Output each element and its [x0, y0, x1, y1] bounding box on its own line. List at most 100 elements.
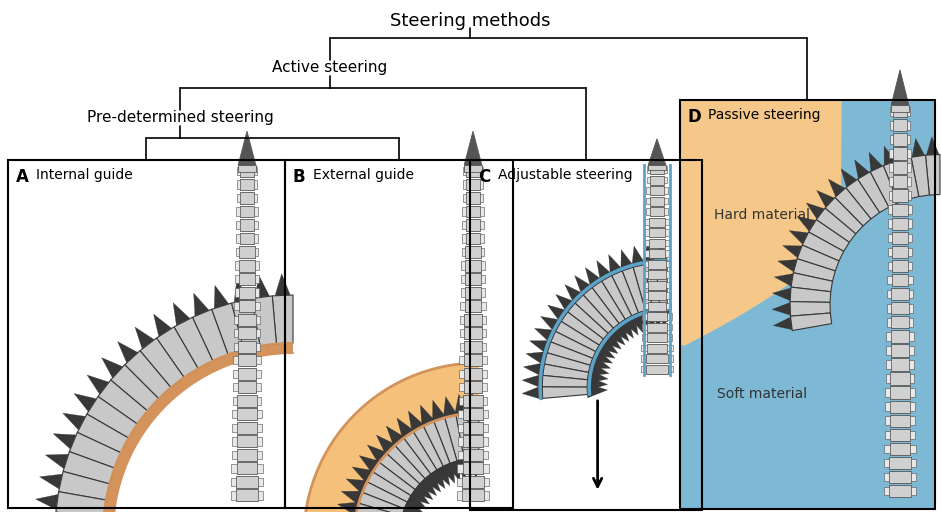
Bar — [234, 315, 238, 324]
Polygon shape — [359, 493, 405, 512]
Polygon shape — [342, 491, 362, 504]
Bar — [483, 397, 487, 405]
Bar — [483, 437, 488, 445]
Bar — [457, 478, 462, 486]
Text: Adjustable steering: Adjustable steering — [498, 168, 632, 182]
Polygon shape — [869, 152, 883, 171]
Polygon shape — [275, 273, 290, 295]
Bar — [910, 431, 916, 439]
Polygon shape — [772, 303, 790, 315]
Bar — [646, 354, 667, 363]
Bar — [463, 180, 466, 188]
Polygon shape — [616, 317, 633, 338]
Polygon shape — [550, 331, 596, 358]
Polygon shape — [542, 375, 587, 387]
Polygon shape — [461, 458, 475, 479]
Bar — [884, 487, 889, 496]
Bar — [649, 207, 664, 216]
Bar — [484, 464, 488, 473]
Polygon shape — [609, 254, 623, 276]
Polygon shape — [897, 157, 918, 199]
Bar — [907, 191, 911, 200]
Polygon shape — [816, 208, 855, 242]
Polygon shape — [612, 271, 638, 316]
Polygon shape — [597, 261, 613, 282]
Polygon shape — [404, 432, 437, 474]
Bar — [231, 478, 236, 486]
Bar — [466, 205, 480, 218]
Bar — [459, 370, 464, 378]
Polygon shape — [135, 327, 154, 349]
Polygon shape — [817, 190, 834, 207]
Bar — [887, 276, 891, 284]
Bar — [890, 372, 910, 385]
Bar — [232, 423, 237, 432]
Polygon shape — [373, 462, 415, 496]
Text: Soft material: Soft material — [716, 388, 806, 401]
Polygon shape — [622, 314, 638, 335]
Bar — [646, 333, 667, 342]
Bar — [888, 191, 892, 200]
Polygon shape — [548, 305, 568, 323]
Polygon shape — [98, 380, 148, 424]
Bar — [460, 315, 465, 324]
Polygon shape — [397, 418, 414, 439]
Polygon shape — [45, 454, 69, 468]
Polygon shape — [825, 198, 863, 234]
Bar — [666, 292, 671, 299]
Bar — [466, 192, 480, 204]
Bar — [909, 346, 914, 355]
Bar — [648, 270, 666, 279]
Polygon shape — [409, 487, 430, 504]
Bar — [890, 415, 910, 427]
Bar — [641, 366, 646, 372]
Polygon shape — [545, 353, 590, 372]
Bar — [482, 302, 486, 310]
Polygon shape — [526, 351, 548, 365]
Bar — [908, 233, 912, 242]
Polygon shape — [346, 479, 368, 494]
Polygon shape — [413, 426, 443, 470]
Polygon shape — [601, 275, 631, 319]
Bar — [910, 402, 915, 411]
Bar — [458, 410, 463, 418]
Bar — [886, 318, 891, 327]
Polygon shape — [649, 307, 663, 328]
Bar — [893, 105, 906, 117]
Bar — [890, 429, 910, 441]
Bar — [257, 397, 262, 405]
Bar — [906, 107, 910, 116]
Bar — [483, 410, 487, 418]
Polygon shape — [656, 263, 667, 308]
Polygon shape — [125, 351, 171, 399]
Bar — [646, 177, 650, 183]
Polygon shape — [447, 460, 460, 481]
Polygon shape — [272, 295, 293, 344]
Bar — [256, 356, 261, 365]
Bar — [482, 370, 486, 378]
Polygon shape — [251, 296, 277, 346]
Polygon shape — [418, 476, 437, 496]
Bar — [911, 487, 917, 496]
Polygon shape — [111, 365, 159, 411]
Bar — [255, 275, 259, 283]
Bar — [889, 177, 893, 186]
Polygon shape — [174, 317, 213, 369]
Bar — [907, 177, 911, 186]
Polygon shape — [36, 495, 58, 509]
Bar — [461, 262, 465, 270]
Bar — [666, 303, 671, 309]
Polygon shape — [927, 137, 939, 155]
Bar — [889, 135, 893, 144]
Bar — [663, 166, 667, 173]
Polygon shape — [884, 161, 908, 203]
Polygon shape — [362, 482, 407, 509]
Polygon shape — [926, 155, 940, 195]
Polygon shape — [338, 502, 359, 512]
Polygon shape — [777, 260, 797, 272]
Bar — [255, 288, 260, 297]
Polygon shape — [803, 232, 844, 261]
Bar — [459, 356, 464, 365]
Bar — [646, 208, 649, 215]
Bar — [462, 207, 466, 216]
